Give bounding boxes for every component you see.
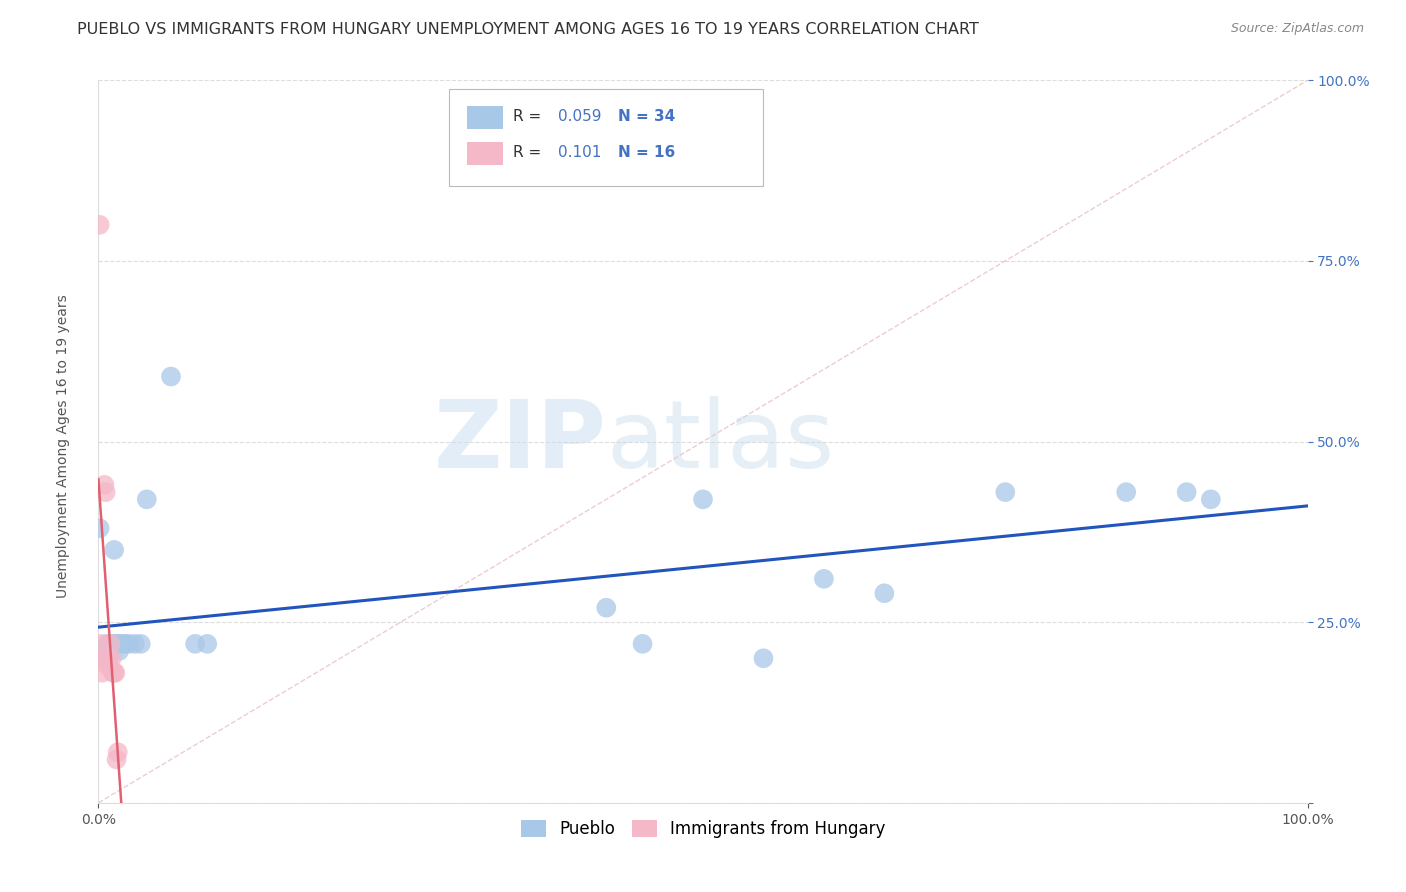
FancyBboxPatch shape <box>467 105 503 128</box>
Point <box>129 637 152 651</box>
Point <box>111 637 134 651</box>
Point <box>104 665 127 680</box>
Point <box>89 218 111 232</box>
Point <box>813 572 835 586</box>
Point <box>108 644 131 658</box>
Point <box>135 492 157 507</box>
Text: Source: ZipAtlas.com: Source: ZipAtlas.com <box>1230 22 1364 36</box>
Point <box>107 637 129 651</box>
Point <box>105 637 128 651</box>
Point <box>160 369 183 384</box>
Point <box>873 586 896 600</box>
Point <box>595 600 617 615</box>
Legend: Pueblo, Immigrants from Hungary: Pueblo, Immigrants from Hungary <box>515 814 891 845</box>
Point <box>124 637 146 651</box>
Text: ZIP: ZIP <box>433 395 606 488</box>
Point <box>100 651 122 665</box>
Point <box>1175 485 1198 500</box>
Point <box>89 521 111 535</box>
Point <box>101 665 124 680</box>
Point <box>631 637 654 651</box>
Point <box>91 651 114 665</box>
Point <box>184 637 207 651</box>
Point <box>94 644 117 658</box>
Point <box>98 658 121 673</box>
FancyBboxPatch shape <box>467 142 503 165</box>
Point <box>94 485 117 500</box>
Point <box>107 745 129 759</box>
Text: R =: R = <box>513 109 541 124</box>
Text: PUEBLO VS IMMIGRANTS FROM HUNGARY UNEMPLOYMENT AMONG AGES 16 TO 19 YEARS CORRELA: PUEBLO VS IMMIGRANTS FROM HUNGARY UNEMPL… <box>77 22 979 37</box>
Point <box>98 644 121 658</box>
Point <box>90 644 112 658</box>
Text: 0.059: 0.059 <box>558 109 602 124</box>
Point <box>91 665 114 680</box>
Point <box>114 637 136 651</box>
Point <box>105 752 128 766</box>
Point <box>96 637 118 651</box>
Point <box>1199 492 1222 507</box>
Point <box>101 637 124 651</box>
Point <box>994 485 1017 500</box>
Text: N = 34: N = 34 <box>619 109 676 124</box>
Point <box>103 665 125 680</box>
Point <box>103 542 125 557</box>
Point <box>118 637 141 651</box>
Point <box>93 651 115 665</box>
Point <box>93 478 115 492</box>
Text: Unemployment Among Ages 16 to 19 years: Unemployment Among Ages 16 to 19 years <box>56 294 70 598</box>
Point <box>752 651 775 665</box>
Point <box>195 637 218 651</box>
Point <box>100 637 122 651</box>
Point <box>97 651 120 665</box>
Text: atlas: atlas <box>606 395 835 488</box>
Text: N = 16: N = 16 <box>619 145 676 160</box>
Point <box>1115 485 1137 500</box>
Point <box>100 637 122 651</box>
Point <box>692 492 714 507</box>
Point <box>91 644 114 658</box>
Point <box>91 651 114 665</box>
Text: 0.101: 0.101 <box>558 145 602 160</box>
Point <box>90 637 112 651</box>
FancyBboxPatch shape <box>449 89 763 186</box>
Point <box>96 658 118 673</box>
Text: R =: R = <box>513 145 541 160</box>
Point <box>97 644 120 658</box>
